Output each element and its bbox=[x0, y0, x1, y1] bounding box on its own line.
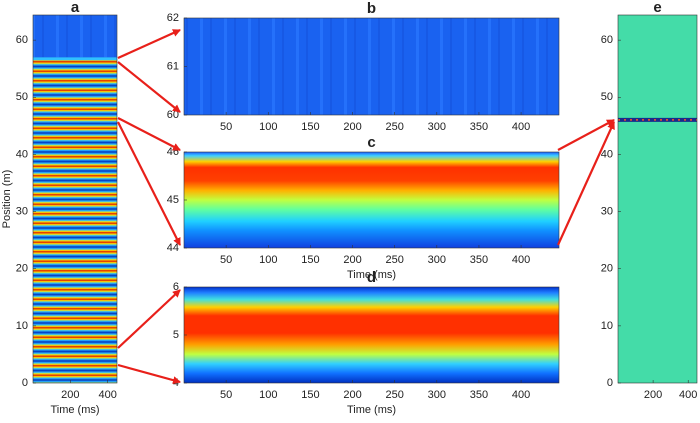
x-tick-label: 400 bbox=[98, 389, 116, 401]
heatmap-image bbox=[184, 18, 559, 115]
heatmap-image bbox=[33, 15, 117, 383]
arrow bbox=[117, 117, 181, 151]
arrow bbox=[117, 363, 181, 385]
y-tick-label: 30 bbox=[601, 205, 613, 217]
arrow bbox=[117, 289, 181, 349]
x-tick-label: 200 bbox=[61, 389, 79, 401]
y-tick-label: 0 bbox=[22, 377, 28, 389]
y-tick-label: 30 bbox=[16, 205, 28, 217]
x-tick-label: 200 bbox=[343, 254, 361, 266]
y-tick-label: 50 bbox=[16, 91, 28, 103]
y-tick-label: 62 bbox=[167, 12, 179, 24]
x-tick-label: 350 bbox=[470, 121, 488, 133]
x-axis-label: Time (ms) bbox=[50, 404, 99, 416]
x-axis-label: Time (ms) bbox=[347, 269, 396, 281]
x-tick-label: 250 bbox=[385, 121, 403, 133]
y-tick-label: 60 bbox=[601, 34, 613, 46]
y-tick-label: 10 bbox=[601, 320, 613, 332]
x-tick-label: 400 bbox=[512, 121, 530, 133]
y-tick-label: 40 bbox=[601, 148, 613, 160]
y-tick-label: 20 bbox=[601, 263, 613, 275]
y-tick-label: 5 bbox=[173, 329, 179, 341]
y-tick-label: 10 bbox=[16, 320, 28, 332]
x-tick-label: 150 bbox=[301, 121, 319, 133]
plot-frame bbox=[617, 14, 698, 384]
x-tick-label: 200 bbox=[343, 389, 361, 401]
heatmap-image bbox=[184, 287, 559, 383]
panel-title: e bbox=[653, 0, 661, 16]
x-tick-label: 400 bbox=[512, 254, 530, 266]
arrow bbox=[557, 119, 615, 151]
x-tick-label: 250 bbox=[385, 254, 403, 266]
y-tick-label: 61 bbox=[167, 60, 179, 72]
x-tick-label: 100 bbox=[259, 389, 277, 401]
y-tick-label: 44 bbox=[167, 242, 179, 254]
y-tick-label: 6 bbox=[173, 281, 179, 293]
plot-frame bbox=[32, 14, 118, 384]
y-tick-label: 60 bbox=[16, 34, 28, 46]
arrow bbox=[556, 121, 616, 246]
x-tick-label: 300 bbox=[428, 254, 446, 266]
x-tick-label: 350 bbox=[470, 389, 488, 401]
panel-title: d bbox=[367, 269, 376, 286]
x-tick-label: 150 bbox=[301, 389, 319, 401]
x-tick-label: 300 bbox=[428, 389, 446, 401]
x-tick-label: 300 bbox=[428, 121, 446, 133]
heatmap-image bbox=[618, 117, 697, 122]
heatmap-image bbox=[33, 15, 117, 58]
panel-title: b bbox=[367, 0, 376, 17]
heatmap-image bbox=[33, 57, 117, 61]
y-tick-label: 4 bbox=[173, 377, 179, 389]
x-tick-label: 250 bbox=[385, 389, 403, 401]
arrow bbox=[117, 61, 181, 113]
x-axis-label: Time (ms) bbox=[347, 404, 396, 416]
panel-title: a bbox=[71, 0, 80, 16]
x-tick-label: 200 bbox=[644, 389, 662, 401]
arrow bbox=[117, 121, 181, 246]
x-tick-label: 50 bbox=[220, 121, 232, 133]
y-axis-label: Position (m) bbox=[1, 170, 13, 229]
y-tick-label: 0 bbox=[607, 377, 613, 389]
x-tick-label: 400 bbox=[679, 389, 697, 401]
x-tick-label: 50 bbox=[220, 389, 232, 401]
y-tick-label: 20 bbox=[16, 263, 28, 275]
x-tick-label: 50 bbox=[220, 254, 232, 266]
y-tick-label: 45 bbox=[167, 194, 179, 206]
heatmap-image bbox=[618, 15, 697, 383]
arrow bbox=[117, 28, 181, 60]
arrows bbox=[117, 28, 616, 385]
x-tick-label: 100 bbox=[259, 254, 277, 266]
panel-title: c bbox=[367, 134, 375, 151]
x-tick-label: 350 bbox=[470, 254, 488, 266]
heatmap-image bbox=[184, 152, 559, 248]
y-tick-label: 40 bbox=[16, 148, 28, 160]
x-tick-label: 200 bbox=[343, 121, 361, 133]
y-tick-label: 50 bbox=[601, 91, 613, 103]
x-tick-label: 400 bbox=[512, 389, 530, 401]
x-tick-label: 150 bbox=[301, 254, 319, 266]
x-tick-label: 100 bbox=[259, 121, 277, 133]
